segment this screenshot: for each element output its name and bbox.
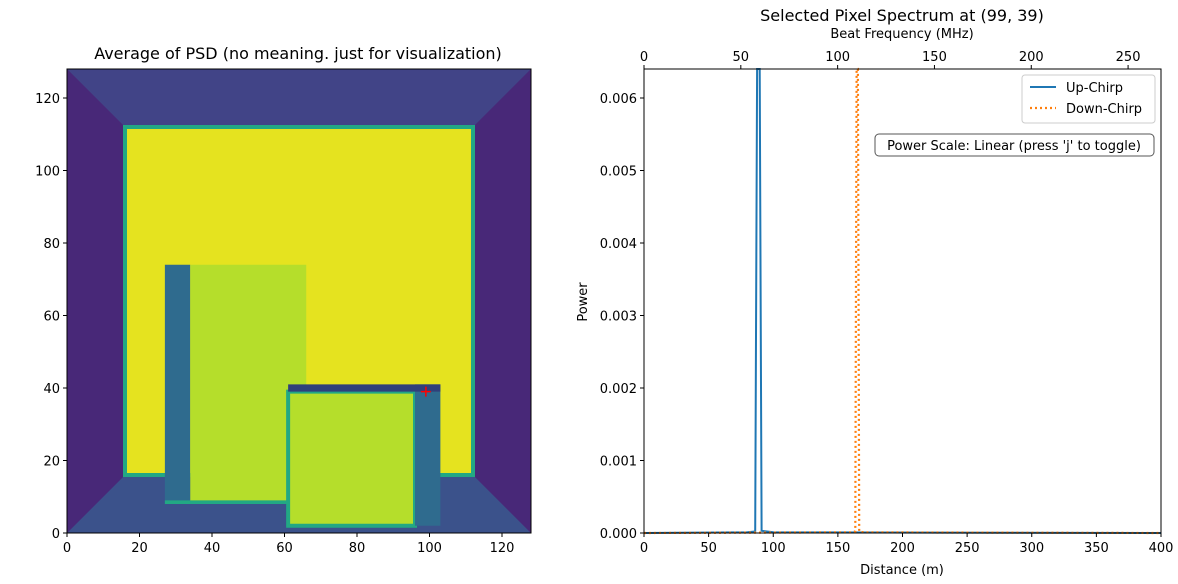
y-tick-label: 0.001	[600, 455, 637, 470]
y-tick-label: 0.004	[600, 237, 637, 252]
series-line-down-chirp	[643, 67, 1162, 535]
legend: Up-Chirp Down-Chirp	[1021, 74, 1156, 124]
heatmap-y-tick-label: 20	[43, 455, 60, 470]
left-box-side-region	[164, 264, 191, 504]
spectrum-chart: Selected Pixel Spectrum at (99, 39) Beat…	[576, 6, 1173, 578]
heatmap-x-tick-label: 20	[131, 541, 148, 556]
top-x-ticks: 0 50 100 150 200 250	[640, 50, 1141, 69]
power-scale-annotation: Power Scale: Linear (press 'j' to toggle…	[874, 133, 1155, 157]
y-tick-label: 0.005	[600, 165, 637, 180]
heatmap-title: Average of PSD (no meaning. just for vis…	[94, 44, 502, 63]
right-box-front-region	[286, 389, 417, 528]
heatmap-x-tick-label: 60	[276, 541, 293, 556]
left-wall-region	[67, 69, 125, 533]
heatmap-x-tick-label: 0	[63, 541, 71, 556]
x-tick-label: 300	[1019, 541, 1044, 556]
y-tick-label: 0.003	[600, 310, 637, 325]
bottom-x-ticks: 0 50 100 150 200 250 300 350 400	[640, 533, 1174, 556]
y-tick-label: 0.006	[600, 92, 637, 107]
heatmap-y-tick-label: 80	[43, 237, 60, 252]
spectrum-title: Selected Pixel Spectrum at (99, 39)	[760, 6, 1044, 25]
x-axis-label: Distance (m)	[860, 563, 944, 578]
heatmap-x-tick-label: 120	[490, 541, 515, 556]
heatmap-x-tick-label: 40	[204, 541, 221, 556]
top-x-axis-label: Beat Frequency (MHz)	[830, 27, 973, 42]
heatmap-y-ticks: 0 20 40 60 80 100 120	[35, 92, 67, 542]
legend-label-down-chirp: Down-Chirp	[1066, 102, 1142, 117]
left-box-bottom-edge	[164, 500, 307, 504]
x-tick-label: 0	[640, 541, 648, 556]
heatmap-chart: Average of PSD (no meaning. just for vis…	[35, 44, 532, 556]
x-tick-label: 100	[761, 541, 786, 556]
annotation-box	[874, 133, 1155, 157]
heatmap-x-tick-label: 80	[349, 541, 366, 556]
legend-label-up-chirp: Up-Chirp	[1066, 81, 1123, 96]
right-box-top-region	[288, 384, 441, 392]
heatmap-image[interactable]	[67, 69, 531, 533]
heatmap-x-ticks: 0 20 40 60 80 100 120	[63, 533, 515, 556]
selected-pixel-marker	[420, 386, 431, 397]
heatmap-frame	[66, 68, 532, 534]
heatmap-y-tick-label: 40	[43, 382, 60, 397]
ceiling-region	[67, 69, 531, 127]
y-tick-label: 0.002	[600, 382, 637, 397]
x-tick-label: 50	[700, 541, 717, 556]
heatmap-y-tick-label: 0	[52, 527, 60, 542]
heatmap-x-tick-label: 100	[417, 541, 442, 556]
x-tick-label: 250	[955, 541, 980, 556]
annotation-text: Power Scale: Linear (press 'j' to toggle…	[887, 139, 1141, 154]
top-x-tick-label: 50	[733, 50, 750, 65]
right-wall-region	[473, 69, 531, 533]
right-box-side-region	[415, 384, 441, 526]
y-ticks: 0.000 0.001 0.002 0.003 0.004 0.005 0.006	[600, 92, 644, 542]
x-tick-label: 400	[1149, 541, 1174, 556]
heatmap-y-tick-label: 100	[35, 165, 60, 180]
top-x-tick-label: 150	[922, 50, 947, 65]
x-tick-label: 200	[890, 541, 915, 556]
top-x-tick-label: 200	[1019, 50, 1044, 65]
top-x-tick-label: 0	[640, 50, 648, 65]
heatmap-y-tick-label: 120	[35, 92, 60, 107]
top-x-tick-label: 100	[825, 50, 850, 65]
x-tick-label: 150	[825, 541, 850, 556]
heatmap-y-tick-label: 60	[43, 310, 60, 325]
y-axis-label: Power	[576, 282, 591, 322]
top-x-tick-label: 250	[1116, 50, 1141, 65]
x-tick-label: 350	[1084, 541, 1109, 556]
y-tick-label: 0.000	[600, 527, 637, 542]
